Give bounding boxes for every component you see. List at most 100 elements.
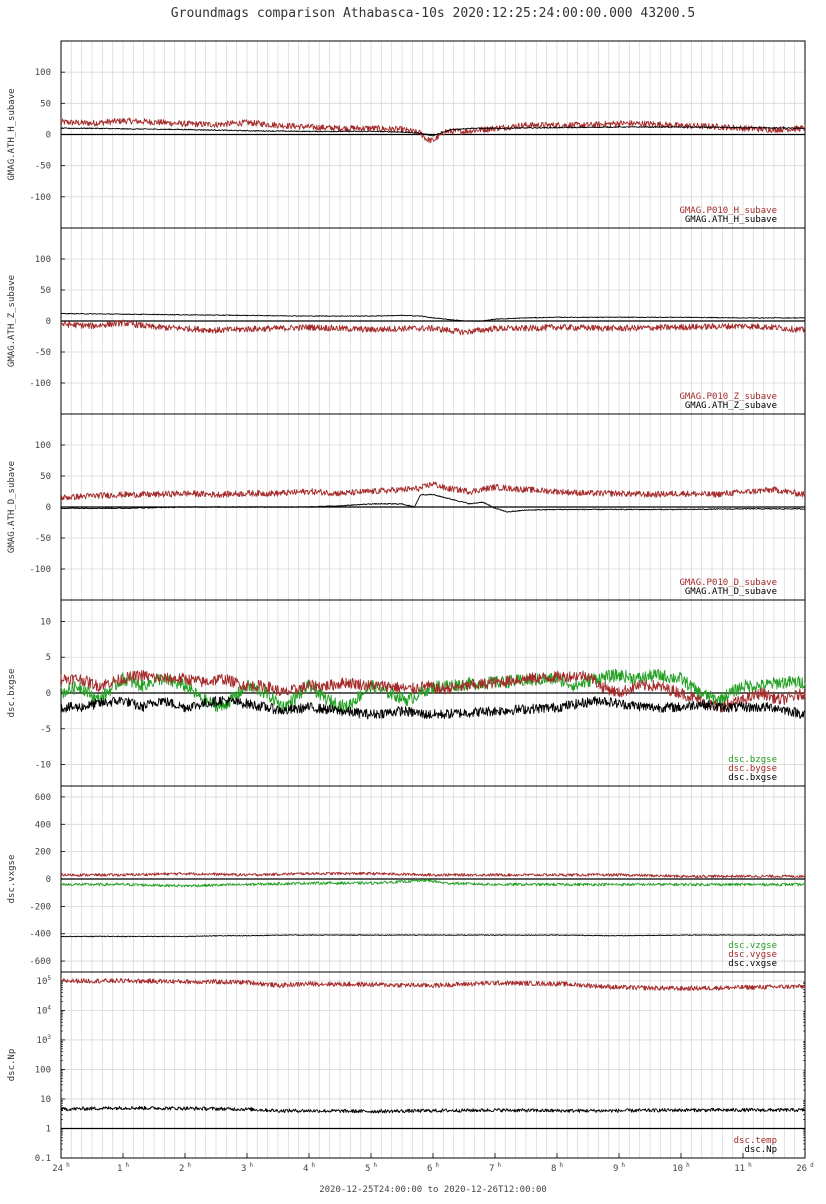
y-tick-label: 0 <box>46 131 51 141</box>
series-dsc-temp <box>60 978 806 992</box>
y-tick-label: -400 <box>29 930 51 940</box>
panel-5: 6004002000-200-400-600dsc.vxgsedsc.vzgse… <box>7 785 806 973</box>
y-axis: 600 400 200 0 -200 -400 -600 <box>29 793 805 967</box>
y-tick-label: 1 <box>46 1124 51 1134</box>
y-tick-label: -100 <box>29 565 51 575</box>
series-dsc-vygse <box>60 871 806 879</box>
y-axis: 100 50 0 -50 -100 <box>29 255 805 389</box>
legend-entry: GMAG.P010_D_subave <box>679 578 777 588</box>
x-axis: 24 h 1 h 2 h 3 h 4 h 5 h 6 h 7 h 8 h 9 h 10 h 11 h 26 d <box>52 1153 814 1174</box>
legend-entry: GMAG.P010_H_subave <box>679 206 777 216</box>
y-tick-label: 0.1 <box>35 1154 51 1164</box>
y-axis-label: dsc.bxgse <box>7 669 17 718</box>
y-tick-label: 0 <box>46 317 51 327</box>
y-tick-label: -50 <box>35 162 51 172</box>
legend-entry: GMAG.P010_Z_subave <box>679 392 777 402</box>
series-dsc-vzgse <box>60 878 806 888</box>
time-range-footer: 2020-12-25T24:00:00 to 2020-12-26T12:00:… <box>319 1185 547 1195</box>
y-tick-label: 100 <box>35 255 51 265</box>
y-tick-label: -10 <box>35 761 51 771</box>
y-tick-label: -600 <box>29 957 51 967</box>
series-dsc-vxgse <box>60 934 806 938</box>
y-tick-label: 0 <box>46 689 51 699</box>
y-tick-label: -50 <box>35 534 51 544</box>
legend-entry: dsc.bygse <box>728 764 777 774</box>
series-gmag-ath-h-subave <box>60 126 806 137</box>
legend-entry: GMAG.ATH_Z_subave <box>685 401 777 411</box>
y-axis-label: dsc.Np <box>7 1049 17 1082</box>
x-tick-label: 11 h <box>734 1162 752 1174</box>
y-tick-label: 0 <box>46 503 51 513</box>
y-tick-label: 400 <box>35 820 51 830</box>
panel-4: 1050-5-10dsc.bxgsedsc.bzgsedsc.bygsedsc.… <box>7 599 806 787</box>
y-tick-label: 5 <box>46 653 51 663</box>
y-tick-label: 200 <box>35 848 51 858</box>
vertical-grid <box>70 972 796 1158</box>
y-axis-label: GMAG.ATH_H_subave <box>7 88 17 180</box>
legend-entry: dsc.vzgse <box>728 941 777 951</box>
legend-entry: dsc.vygse <box>728 950 777 960</box>
figure-title: Groundmags comparison Athabasca-10s 2020… <box>171 6 695 21</box>
legend-entry: dsc.bxgse <box>728 773 777 783</box>
series-dsc-bzgse <box>60 668 806 714</box>
y-tick-label: -100 <box>29 379 51 389</box>
legend-entry: GMAG.ATH_H_subave <box>685 215 777 225</box>
series-gmag-p010-h-subave <box>60 117 806 144</box>
series-dsc-np <box>60 1105 806 1114</box>
series-gmag-p010-d-subave <box>60 481 806 501</box>
y-tick-label: 0 <box>46 875 51 885</box>
y-tick-label: 100 <box>35 1065 51 1075</box>
y-tick-label: -5 <box>40 725 51 735</box>
y-tick-label: 50 <box>40 99 51 109</box>
series-dsc-bygse <box>60 669 806 713</box>
y-tick-label: 600 <box>35 793 51 803</box>
series-gmag-p010-z-subave <box>60 319 806 336</box>
y-tick-label: -200 <box>29 902 51 912</box>
y-axis: 100 50 0 -50 -100 <box>29 68 805 203</box>
y-tick-label: 50 <box>40 286 51 296</box>
y-axis-label: GMAG.ATH_Z_subave <box>7 275 17 367</box>
x-tick-label: 26 d <box>796 1162 814 1174</box>
legend-entry: GMAG.ATH_D_subave <box>685 587 777 597</box>
panels-group: 100500-50-100GMAG.ATH_H_subaveGMAG.P010_… <box>7 40 806 1164</box>
legend-entry: dsc.temp <box>734 1136 777 1146</box>
legend-entry: dsc.bzgse <box>728 755 777 765</box>
y-axis-label: dsc.vxgse <box>7 855 17 904</box>
y-tick-label: -50 <box>35 348 51 358</box>
y-tick-label: 100 <box>35 441 51 451</box>
y-tick-label: 10 <box>40 1095 51 1105</box>
panel-2: 100500-50-100GMAG.ATH_Z_subaveGMAG.P010_… <box>7 227 806 415</box>
series-dsc-bxgse <box>60 696 806 720</box>
y-tick-label: -100 <box>29 193 51 203</box>
y-tick-label: 105 <box>37 975 52 987</box>
panel-3: 100500-50-100GMAG.ATH_D_subaveGMAG.P010_… <box>7 413 806 601</box>
series-gmag-ath-d-subave <box>60 493 806 513</box>
legend-entry: dsc.Np <box>744 1145 777 1155</box>
panel-1: 100500-50-100GMAG.ATH_H_subaveGMAG.P010_… <box>7 40 806 229</box>
y-tick-label: 104 <box>37 1004 52 1016</box>
series-gmag-ath-z-subave <box>60 312 806 322</box>
y-tick-label: 103 <box>37 1034 52 1046</box>
legend-entry: dsc.vxgse <box>728 959 777 969</box>
y-axis-label: GMAG.ATH_D_subave <box>7 461 17 553</box>
y-axis: 105 104 103 100 10 1 0.1 <box>35 975 805 1164</box>
y-tick-label: 50 <box>40 472 51 482</box>
y-tick-label: 100 <box>35 68 51 78</box>
